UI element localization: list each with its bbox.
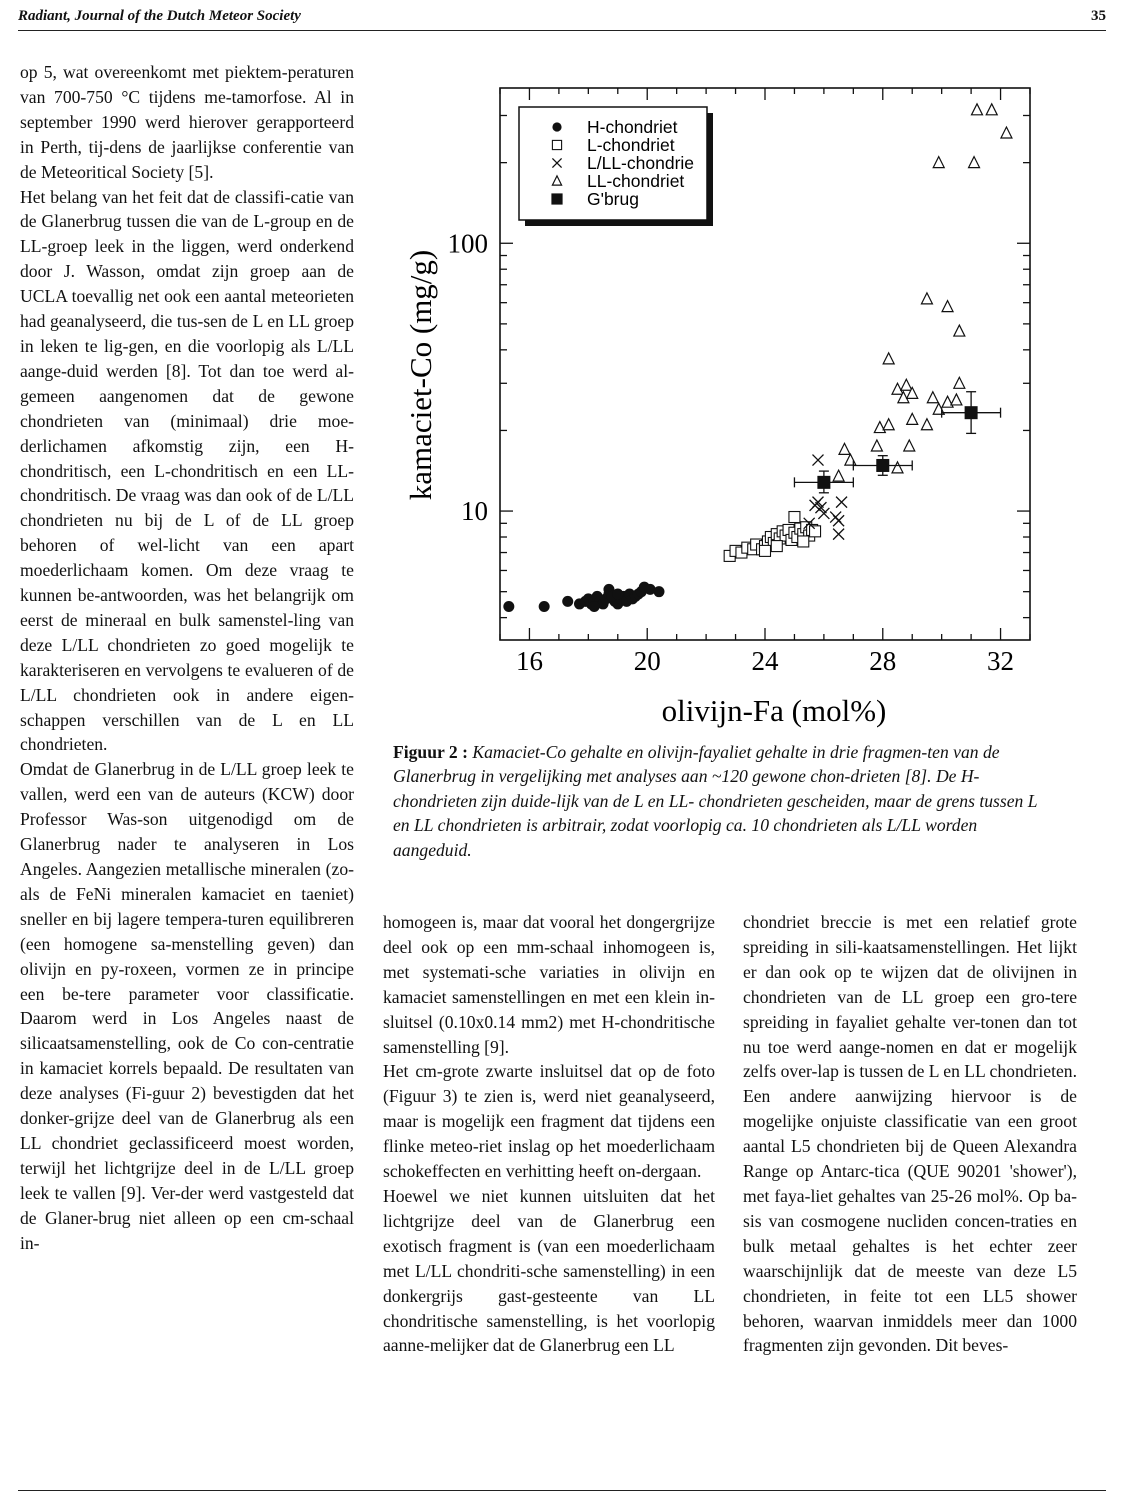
point-ll-chondriet [970, 102, 984, 116]
point-l-chondriet [809, 525, 822, 538]
point-ll-chondriet [920, 291, 934, 305]
point-ll-chondriet [952, 323, 966, 337]
legend-marker [551, 139, 563, 151]
point-ll-chondriet [949, 392, 963, 406]
point-ll-chondriet [873, 420, 887, 434]
legend-label: G'brug [587, 189, 639, 209]
x-tick-label: 16 [516, 646, 543, 676]
x-tick-label: 32 [987, 646, 1014, 676]
point-g-brug [817, 475, 831, 489]
y-tick-label: 10 [461, 496, 488, 526]
point-ll-chondriet [999, 125, 1013, 139]
point-ll-chondriet [882, 417, 896, 431]
figure-caption: Figuur 2 : Kamaciet-Co gehalte en olivij… [393, 740, 1051, 862]
legend-marker [551, 193, 563, 205]
x-tick-label: 24 [752, 646, 780, 676]
point-h-chondriet [503, 601, 515, 613]
page-number: 35 [1091, 8, 1106, 24]
point-ll-chondriet [905, 386, 919, 400]
x-axis-label: olivijn-Fa (mol%) [662, 693, 887, 728]
point-ll-chondriet [902, 438, 916, 452]
point-h-chondriet [562, 595, 574, 607]
point-ll-chondriet [870, 438, 884, 452]
point-ll-chondriet [843, 452, 857, 466]
legend-marker [551, 157, 563, 169]
paragraph: Hoewel we niet kunnen uitsluiten dat het… [383, 1185, 715, 1356]
point-ll-chondriet [905, 412, 919, 425]
point-l-ll-chondrie [832, 528, 845, 541]
legend-marker [552, 122, 562, 132]
paragraph: Het belang van het feit dat de classifi-… [20, 186, 354, 755]
journal-title: Radiant, Journal of the Dutch Meteor Soc… [18, 8, 301, 24]
point-ll-chondriet [941, 394, 955, 408]
paragraph: Het cm-grote zwarte insluitsel dat op de… [383, 1061, 715, 1182]
point-h-chondriet [612, 588, 624, 600]
paragraph: op 5, wat overeenkomt met piektem-peratu… [20, 62, 354, 182]
caption-text: Kamaciet-Co gehalte en olivijn-fayaliet … [393, 742, 1038, 860]
paragraph: homogeen is, maar dat vooral het dongerg… [383, 912, 715, 1057]
point-ll-chondriet [891, 381, 904, 395]
legend-label: L-chondriet [587, 135, 675, 155]
point-l-chondriet [788, 510, 801, 524]
point-l-ll-chondrie [814, 501, 827, 514]
point-l-ll-chondrie [803, 517, 816, 530]
figure-2-chart: 16 20 24 28 32 10 100 H-chondriet L-chondriet L/… [395, 75, 1095, 735]
point-ll-chondriet [932, 155, 946, 169]
text-column-right: chondriet breccie is met een relatief gr… [743, 910, 1077, 1358]
point-ll-chondriet [882, 351, 896, 365]
point-l-chondriet [758, 544, 772, 557]
legend-label: LL-chondriet [587, 171, 684, 191]
point-ll-chondriet [941, 299, 955, 313]
point-ll-chondriet [926, 390, 940, 404]
legend-label: H-chondriet [587, 117, 678, 137]
point-ll-chondriet [832, 468, 846, 482]
y-tick-label: 100 [448, 228, 489, 258]
point-h-chondriet [588, 601, 600, 613]
legend-box [518, 106, 708, 221]
text-column-middle: homogeen is, maar dat vooral het dongerg… [383, 910, 715, 1358]
point-ll-chondriet [899, 377, 913, 391]
point-ll-chondriet [985, 102, 999, 116]
point-ll-chondriet [896, 390, 910, 404]
point-l-ll-chondrie [812, 496, 824, 509]
running-header: Radiant, Journal of the Dutch Meteor Soc… [18, 6, 1106, 31]
y-axis-label: kamaciet-Co (mg/g) [403, 250, 438, 501]
caption-label: Figuur 2 : [393, 742, 468, 762]
paragraph: chondriet breccie is met een relatief gr… [743, 912, 1077, 1356]
footer-rule [18, 1490, 1106, 1491]
legend-label: L/LL-chondrie [587, 153, 694, 173]
point-l-chondriet [770, 540, 783, 553]
point-l-ll-chondrie [832, 514, 845, 527]
point-ll-chondriet [952, 375, 966, 389]
point-ll-chondriet [967, 155, 981, 169]
paragraph: Omdat de Glanerbrug in de L/LL groep lee… [20, 759, 354, 1253]
point-ll-chondriet [838, 442, 851, 455]
legend-marker [551, 174, 563, 186]
point-l-ll-chondrie [812, 454, 824, 467]
point-ll-chondriet [891, 460, 904, 474]
point-l-ll-chondrie [835, 496, 848, 509]
point-ll-chondriet [920, 417, 934, 431]
point-g-brug [964, 406, 978, 420]
scatter-plot: 16 20 24 28 32 10 100 H-chondrietL-chondrietL/… [403, 87, 1031, 728]
point-l-ll-chondrie [817, 507, 830, 520]
point-l-chondriet [797, 535, 810, 548]
point-g-brug [876, 458, 890, 472]
text-column-left: op 5, wat overeenkomt met piektem-peratu… [20, 60, 354, 1256]
point-h-chondriet [644, 583, 656, 595]
x-tick-label: 28 [869, 646, 896, 676]
point-h-chondriet [653, 586, 665, 598]
point-h-chondriet [538, 601, 550, 613]
x-tick-label: 20 [634, 646, 661, 676]
